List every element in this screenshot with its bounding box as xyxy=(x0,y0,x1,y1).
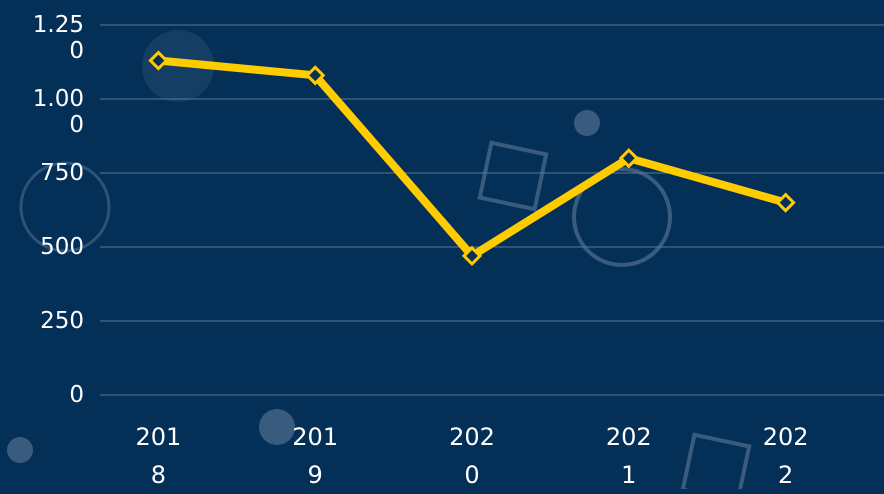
x-tick-label: 2019 xyxy=(285,418,345,494)
x-tick-label: 2020 xyxy=(442,418,502,494)
chart xyxy=(0,0,884,489)
page: {"chart_data": {"type": "line", "categor… xyxy=(0,0,884,489)
y-tick-label: 250 xyxy=(22,308,84,334)
y-tick-label: 0 xyxy=(22,382,84,408)
y-tick-label: 500 xyxy=(22,234,84,260)
x-tick-label: 2022 xyxy=(756,418,816,494)
y-tick-label: 1.250 xyxy=(22,12,84,64)
x-tick-label: 2018 xyxy=(128,418,188,494)
y-tick-label: 1.000 xyxy=(22,86,84,138)
y-tick-label: 750 xyxy=(22,160,84,186)
x-tick-label: 2021 xyxy=(599,418,659,494)
line xyxy=(158,61,785,256)
